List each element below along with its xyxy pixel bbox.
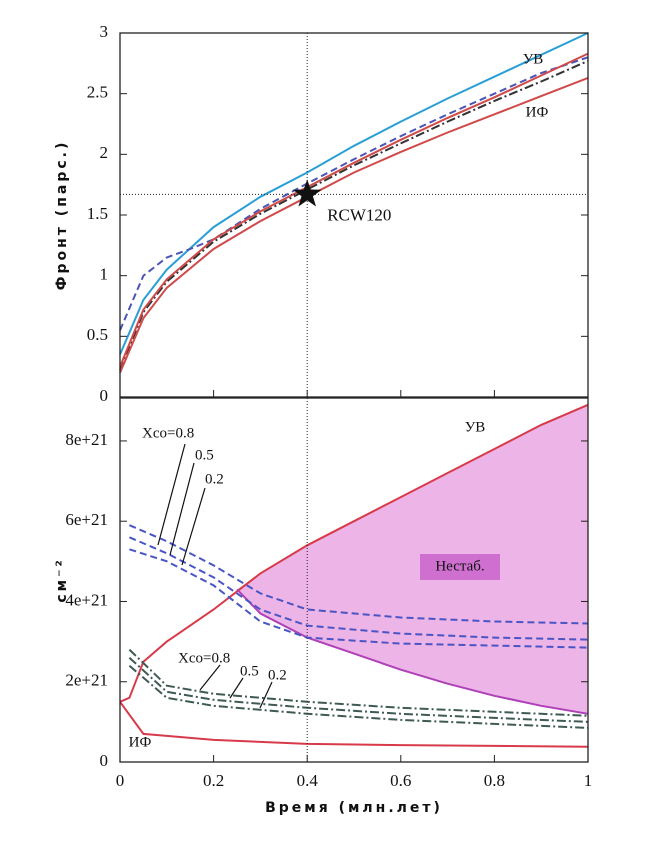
y-axis-label: см⁻²: [54, 557, 70, 602]
annotation: Нестаб.: [435, 558, 484, 574]
x-tick-label: 0.2: [203, 771, 224, 790]
annotation: ИФ: [129, 734, 152, 750]
annotation: УВ: [523, 51, 544, 67]
annotation: ИФ: [526, 104, 549, 120]
y-tick-label: 1: [100, 265, 109, 284]
series-line: [119, 59, 589, 371]
y-tick-label: 2e+21: [65, 671, 108, 690]
series-line: [236, 588, 589, 715]
annotation: 0.5: [240, 663, 259, 679]
y-tick-label: 2.5: [87, 83, 108, 102]
x-axis-label: Время (млн.лет): [265, 800, 443, 816]
x-tick-label: 0.4: [297, 771, 319, 790]
star-marker: [292, 179, 322, 207]
series-line: [119, 56, 589, 331]
annotation: УВ: [465, 419, 486, 435]
y-tick-label: 2: [100, 143, 109, 162]
series-line: [129, 536, 589, 641]
y-tick-label: 6e+21: [65, 510, 108, 529]
annotation-arrows: [157, 443, 273, 709]
y-tick-label: 0: [100, 751, 109, 770]
y-tick-label: 0: [100, 386, 109, 405]
series-line: [119, 52, 589, 368]
plot-frame: [119, 397, 589, 763]
series-line: [119, 76, 589, 374]
series-line: [129, 548, 589, 649]
unstable-region: [237, 404, 588, 714]
label-box: [420, 554, 500, 580]
series-line: [129, 524, 589, 625]
annotation: 0.2: [205, 471, 224, 487]
y-tick-label: 1.5: [87, 204, 108, 223]
y-tick-label: 4e+21: [65, 590, 108, 609]
annotation: 0.2: [268, 667, 287, 683]
annotation: 0.5: [195, 447, 214, 463]
x-tick-label: 0.8: [484, 771, 505, 790]
annotation: Xco=0.8: [142, 425, 194, 441]
x-tick-label: 1: [584, 771, 593, 790]
y-tick-label: 8e+21: [65, 430, 108, 449]
y-axis-label: Фронт (парс.): [54, 140, 70, 291]
x-tick-label: 0: [116, 771, 125, 790]
y-tick-label: 0.5: [87, 325, 108, 344]
series-line: [119, 701, 589, 748]
annotation: Xco=0.8: [178, 650, 230, 666]
y-tick-label: 3: [100, 22, 109, 41]
series-line: [119, 32, 589, 355]
marker-label: RCW120: [327, 205, 391, 224]
x-tick-label: 0.6: [390, 771, 411, 790]
